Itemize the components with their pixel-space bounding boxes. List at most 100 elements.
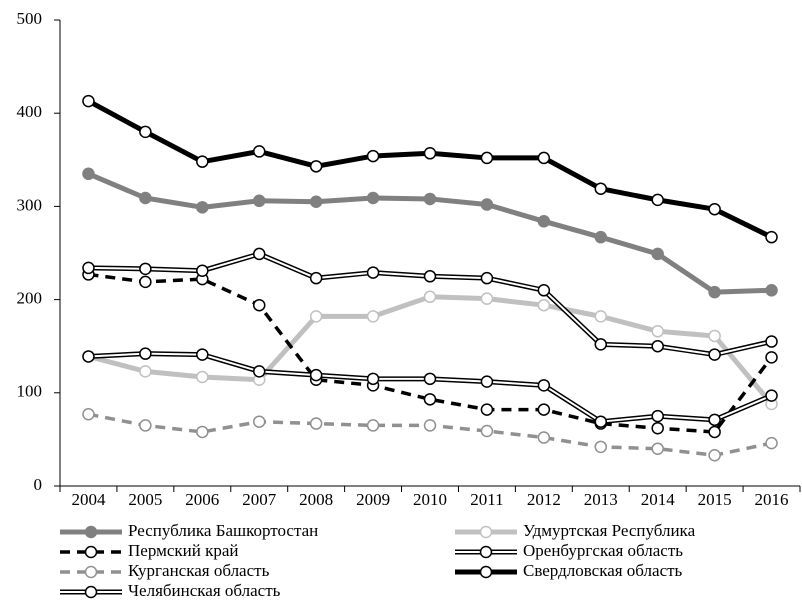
marker — [139, 262, 152, 276]
marker — [423, 147, 437, 160]
legend-label: Свердловская область — [523, 561, 683, 580]
marker — [765, 284, 778, 297]
series-line-inner — [88, 352, 772, 423]
x-tick-label: 2009 — [356, 490, 390, 509]
marker — [479, 525, 493, 539]
marker — [84, 545, 98, 559]
marker — [196, 425, 209, 439]
marker — [708, 425, 721, 439]
marker — [366, 372, 380, 386]
legend-label: Пермский край — [128, 541, 238, 560]
marker — [708, 202, 721, 216]
marker — [82, 261, 95, 275]
marker — [708, 329, 721, 343]
marker — [479, 565, 493, 579]
x-tick-label: 2014 — [641, 490, 676, 509]
marker — [366, 149, 380, 163]
marker — [480, 151, 494, 165]
marker — [252, 247, 266, 261]
marker — [139, 191, 152, 205]
legend-label: Челябинская область — [128, 581, 281, 600]
marker — [423, 192, 437, 206]
marker — [651, 409, 664, 423]
marker — [651, 247, 664, 261]
x-tick-label: 2004 — [71, 490, 106, 509]
marker — [537, 379, 551, 392]
legend-label: Республика Башкортостан — [128, 521, 318, 540]
marker — [765, 389, 778, 402]
marker — [82, 94, 95, 108]
marker — [196, 370, 209, 384]
marker — [537, 431, 551, 444]
marker — [423, 372, 437, 386]
marker — [594, 310, 608, 323]
marker — [651, 442, 664, 455]
marker — [423, 419, 437, 432]
marker — [139, 419, 152, 432]
marker — [479, 545, 493, 559]
marker — [366, 419, 380, 432]
y-tick-label: 300 — [17, 195, 43, 214]
x-tick-label: 2008 — [299, 490, 333, 509]
marker — [594, 440, 608, 454]
marker — [537, 298, 551, 312]
marker — [82, 350, 95, 363]
marker — [651, 193, 664, 207]
marker — [423, 393, 437, 406]
marker — [765, 230, 778, 244]
marker — [196, 264, 209, 277]
marker — [765, 351, 778, 364]
x-tick-label: 2010 — [413, 490, 447, 509]
marker — [480, 292, 494, 305]
marker — [309, 417, 323, 430]
legend-label: Оренбургская область — [523, 541, 683, 560]
marker — [537, 403, 551, 416]
marker — [309, 195, 323, 208]
marker — [366, 266, 380, 279]
marker — [139, 125, 152, 139]
marker — [366, 310, 380, 323]
marker — [252, 365, 266, 378]
y-tick-label: 500 — [17, 9, 43, 28]
series-line — [88, 351, 773, 425]
legend-label: Удмуртская Республика — [523, 521, 696, 540]
marker — [309, 368, 323, 382]
marker — [82, 407, 95, 421]
x-tick-label: 2005 — [128, 490, 162, 509]
marker — [537, 151, 551, 165]
marker — [651, 421, 664, 435]
marker — [252, 298, 266, 312]
series-line — [88, 251, 773, 358]
x-tick-label: 2013 — [584, 490, 618, 509]
marker — [309, 160, 323, 173]
marker — [252, 145, 266, 158]
marker — [196, 201, 209, 214]
marker — [480, 403, 494, 416]
marker — [594, 230, 608, 244]
marker — [196, 348, 209, 361]
x-tick-label: 2011 — [470, 490, 503, 509]
marker — [480, 424, 494, 438]
marker — [84, 525, 98, 539]
marker — [480, 198, 494, 211]
marker — [196, 155, 209, 168]
x-tick-label: 2016 — [755, 490, 789, 509]
x-tick-label: 2012 — [527, 490, 561, 509]
marker — [366, 191, 380, 205]
marker — [139, 275, 152, 289]
marker — [252, 194, 266, 208]
y-tick-label: 0 — [34, 475, 43, 494]
marker — [84, 565, 98, 579]
y-tick-label: 100 — [17, 382, 43, 401]
marker — [423, 290, 437, 304]
marker — [537, 284, 551, 297]
marker — [651, 339, 664, 353]
x-tick-label: 2007 — [242, 490, 277, 509]
marker — [480, 271, 494, 285]
marker — [594, 415, 608, 428]
marker — [651, 325, 664, 338]
marker — [84, 585, 98, 599]
marker — [309, 271, 323, 285]
marker — [708, 413, 721, 427]
